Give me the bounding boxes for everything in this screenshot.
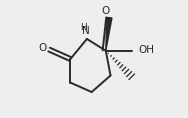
Text: OH: OH bbox=[138, 45, 154, 55]
Text: H: H bbox=[81, 23, 87, 32]
Text: O: O bbox=[39, 43, 47, 53]
Text: O: O bbox=[102, 6, 110, 16]
Polygon shape bbox=[106, 17, 112, 51]
Text: N: N bbox=[83, 26, 90, 36]
